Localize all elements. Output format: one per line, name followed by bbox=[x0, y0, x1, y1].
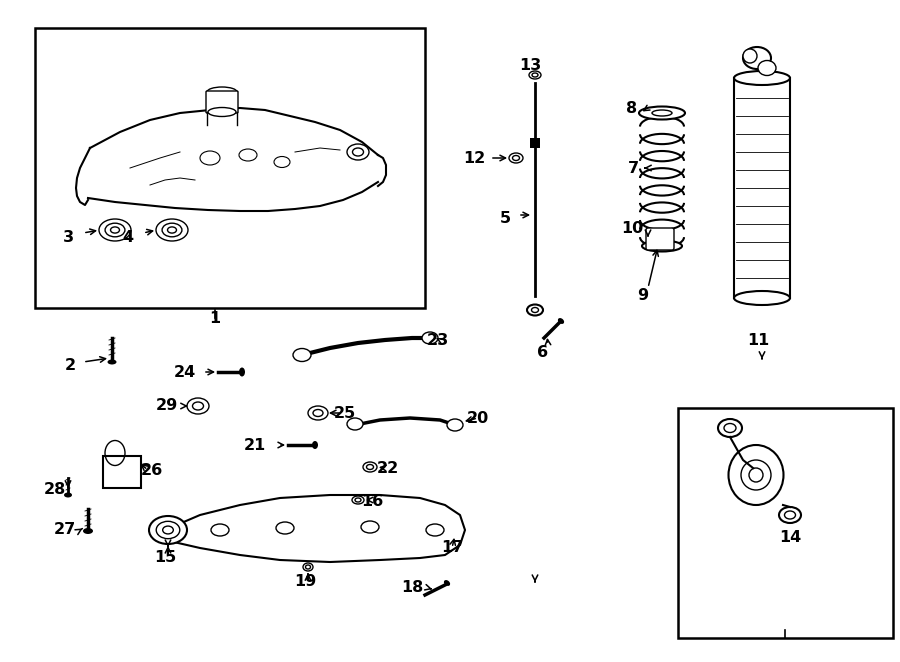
Text: 20: 20 bbox=[467, 410, 489, 426]
Text: 1: 1 bbox=[210, 310, 220, 326]
Ellipse shape bbox=[162, 223, 182, 237]
Ellipse shape bbox=[785, 511, 796, 519]
Text: 26: 26 bbox=[141, 463, 163, 477]
Ellipse shape bbox=[529, 71, 541, 79]
Ellipse shape bbox=[149, 516, 187, 544]
Text: 5: 5 bbox=[500, 211, 510, 226]
Ellipse shape bbox=[157, 521, 180, 539]
Ellipse shape bbox=[734, 291, 790, 305]
Ellipse shape bbox=[532, 308, 538, 312]
Circle shape bbox=[743, 49, 757, 63]
Text: 24: 24 bbox=[174, 365, 196, 379]
Ellipse shape bbox=[512, 156, 519, 160]
Text: 21: 21 bbox=[244, 438, 266, 453]
Ellipse shape bbox=[99, 219, 131, 241]
Text: 11: 11 bbox=[747, 332, 770, 348]
Ellipse shape bbox=[187, 398, 209, 414]
Ellipse shape bbox=[303, 563, 313, 571]
Bar bbox=[103, 456, 141, 488]
Ellipse shape bbox=[639, 107, 685, 120]
Ellipse shape bbox=[239, 367, 245, 377]
Ellipse shape bbox=[366, 465, 373, 469]
Text: 6: 6 bbox=[537, 344, 549, 359]
Text: 10: 10 bbox=[621, 220, 644, 236]
Ellipse shape bbox=[353, 148, 364, 156]
Ellipse shape bbox=[308, 406, 328, 420]
Ellipse shape bbox=[734, 71, 790, 85]
Bar bbox=[530, 138, 540, 148]
Ellipse shape bbox=[444, 580, 450, 586]
Text: 9: 9 bbox=[637, 287, 649, 303]
Text: 15: 15 bbox=[154, 551, 176, 565]
Ellipse shape bbox=[163, 526, 174, 534]
Bar bbox=[678, 408, 893, 638]
Text: 17: 17 bbox=[441, 540, 464, 555]
Text: 13: 13 bbox=[519, 58, 541, 73]
Text: 2: 2 bbox=[65, 357, 76, 373]
Text: 12: 12 bbox=[463, 150, 485, 166]
Ellipse shape bbox=[652, 110, 672, 116]
Ellipse shape bbox=[156, 219, 188, 241]
Ellipse shape bbox=[64, 493, 72, 498]
Ellipse shape bbox=[352, 496, 364, 504]
Text: 16: 16 bbox=[361, 495, 383, 510]
Text: 18: 18 bbox=[400, 581, 423, 596]
Text: 3: 3 bbox=[62, 230, 74, 244]
Ellipse shape bbox=[105, 223, 125, 237]
Ellipse shape bbox=[743, 47, 771, 69]
Text: 23: 23 bbox=[427, 332, 449, 348]
Text: 19: 19 bbox=[294, 575, 316, 589]
Bar bbox=[35, 28, 425, 308]
Ellipse shape bbox=[355, 498, 361, 502]
Text: 7: 7 bbox=[627, 160, 639, 175]
Text: 28: 28 bbox=[44, 483, 66, 498]
Ellipse shape bbox=[724, 424, 736, 432]
Ellipse shape bbox=[509, 153, 523, 163]
Ellipse shape bbox=[312, 441, 318, 449]
Text: 27: 27 bbox=[54, 522, 76, 538]
Ellipse shape bbox=[347, 144, 369, 160]
Text: 29: 29 bbox=[156, 397, 178, 412]
Bar bbox=[734, 78, 790, 298]
FancyBboxPatch shape bbox=[206, 91, 238, 113]
Ellipse shape bbox=[779, 507, 801, 523]
Ellipse shape bbox=[305, 565, 310, 569]
Ellipse shape bbox=[347, 418, 363, 430]
Ellipse shape bbox=[532, 73, 538, 77]
Text: 4: 4 bbox=[122, 230, 133, 244]
Ellipse shape bbox=[654, 244, 670, 248]
Text: 25: 25 bbox=[334, 406, 356, 420]
Text: 14: 14 bbox=[778, 530, 801, 545]
Ellipse shape bbox=[167, 227, 176, 233]
Ellipse shape bbox=[642, 240, 682, 252]
Ellipse shape bbox=[527, 305, 543, 316]
Ellipse shape bbox=[758, 60, 776, 75]
Ellipse shape bbox=[447, 419, 463, 431]
Ellipse shape bbox=[193, 402, 203, 410]
Ellipse shape bbox=[111, 227, 120, 233]
Ellipse shape bbox=[558, 318, 564, 324]
Ellipse shape bbox=[207, 87, 237, 97]
Ellipse shape bbox=[83, 528, 93, 534]
Ellipse shape bbox=[313, 410, 323, 416]
Ellipse shape bbox=[422, 332, 438, 344]
Ellipse shape bbox=[363, 462, 377, 472]
Ellipse shape bbox=[293, 348, 311, 361]
Text: 8: 8 bbox=[626, 101, 637, 115]
Ellipse shape bbox=[208, 107, 236, 117]
FancyBboxPatch shape bbox=[646, 228, 674, 250]
Ellipse shape bbox=[107, 359, 116, 365]
Ellipse shape bbox=[718, 419, 742, 437]
Text: 22: 22 bbox=[377, 461, 399, 475]
